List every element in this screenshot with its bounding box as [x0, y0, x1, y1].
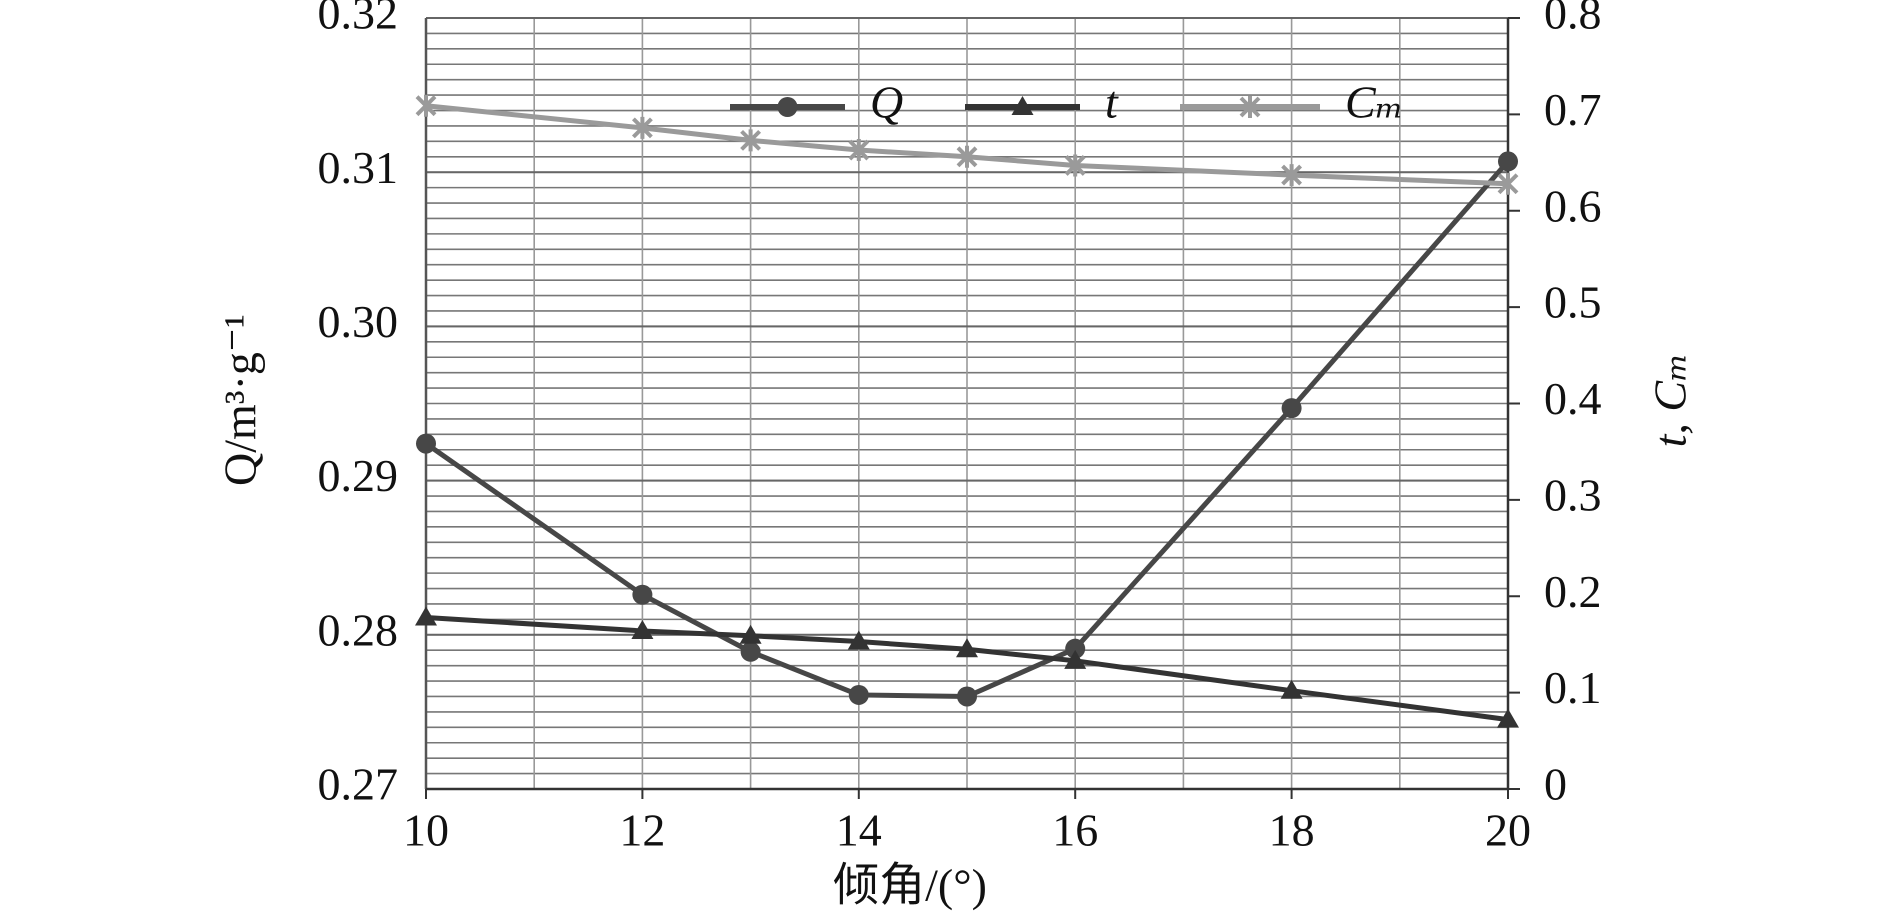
legend-label: Cₘ	[1345, 77, 1404, 128]
x-tick-label: 14	[836, 805, 882, 856]
y-tick-label: 0.31	[318, 142, 399, 193]
y-tick-label: 0.28	[318, 604, 399, 655]
legend-label: Q	[870, 77, 903, 128]
x-axis-label: 倾角/(°)	[833, 860, 987, 911]
marker	[1498, 151, 1518, 172]
y2-tick-label: 0	[1544, 759, 1567, 810]
marker	[1281, 164, 1303, 187]
y2-tick-label: 0.7	[1544, 84, 1602, 135]
marker	[1497, 172, 1519, 195]
x-tick-label: 18	[1269, 805, 1315, 856]
x-tick-label: 10	[403, 805, 449, 856]
marker	[1064, 154, 1086, 177]
marker	[739, 624, 762, 644]
marker	[415, 606, 437, 626]
marker	[956, 638, 978, 658]
y2-tick-label: 0.4	[1544, 373, 1602, 424]
marker	[1281, 398, 1302, 419]
y2-tick-label: 0.8	[1544, 0, 1602, 39]
y2-tick-label: 0.6	[1544, 180, 1602, 231]
marker	[848, 139, 870, 162]
marker	[847, 630, 870, 650]
marker	[416, 433, 436, 454]
marker	[631, 116, 653, 139]
marker	[415, 94, 437, 117]
marker	[1065, 638, 1086, 659]
marker	[740, 129, 762, 152]
marker	[1064, 649, 1087, 669]
marker	[848, 684, 869, 705]
x-tick-label: 16	[1052, 805, 1098, 856]
y2-tick-label: 0.5	[1544, 277, 1602, 328]
y-tick-label: 0.32	[318, 0, 399, 39]
marker	[956, 145, 978, 168]
x-tick-label: 12	[619, 805, 665, 856]
y-axis-label: Q/m³·g⁻¹	[215, 314, 266, 486]
y-tick-label: 0.30	[318, 296, 399, 347]
legend-label: t	[1105, 77, 1119, 128]
marker	[1011, 96, 1034, 115]
marker	[1239, 96, 1261, 118]
y2-tick-label: 0.1	[1544, 662, 1602, 713]
series-line	[425, 103, 1509, 187]
marker	[1280, 679, 1303, 699]
y2-axis-label: t, Cₘ	[1645, 353, 1696, 448]
marker	[1497, 708, 1519, 728]
series-line	[425, 614, 1509, 723]
marker	[777, 97, 798, 117]
y2-tick-label: 0.3	[1544, 469, 1602, 520]
marker	[631, 619, 654, 639]
y-tick-label: 0.27	[318, 759, 399, 810]
series-line	[424, 159, 1510, 699]
marker	[632, 584, 653, 605]
y-tick-label: 0.29	[318, 450, 399, 501]
marker	[740, 641, 761, 662]
x-tick-label: 20	[1485, 805, 1531, 856]
marker	[957, 686, 977, 707]
y2-tick-label: 0.2	[1544, 566, 1602, 617]
